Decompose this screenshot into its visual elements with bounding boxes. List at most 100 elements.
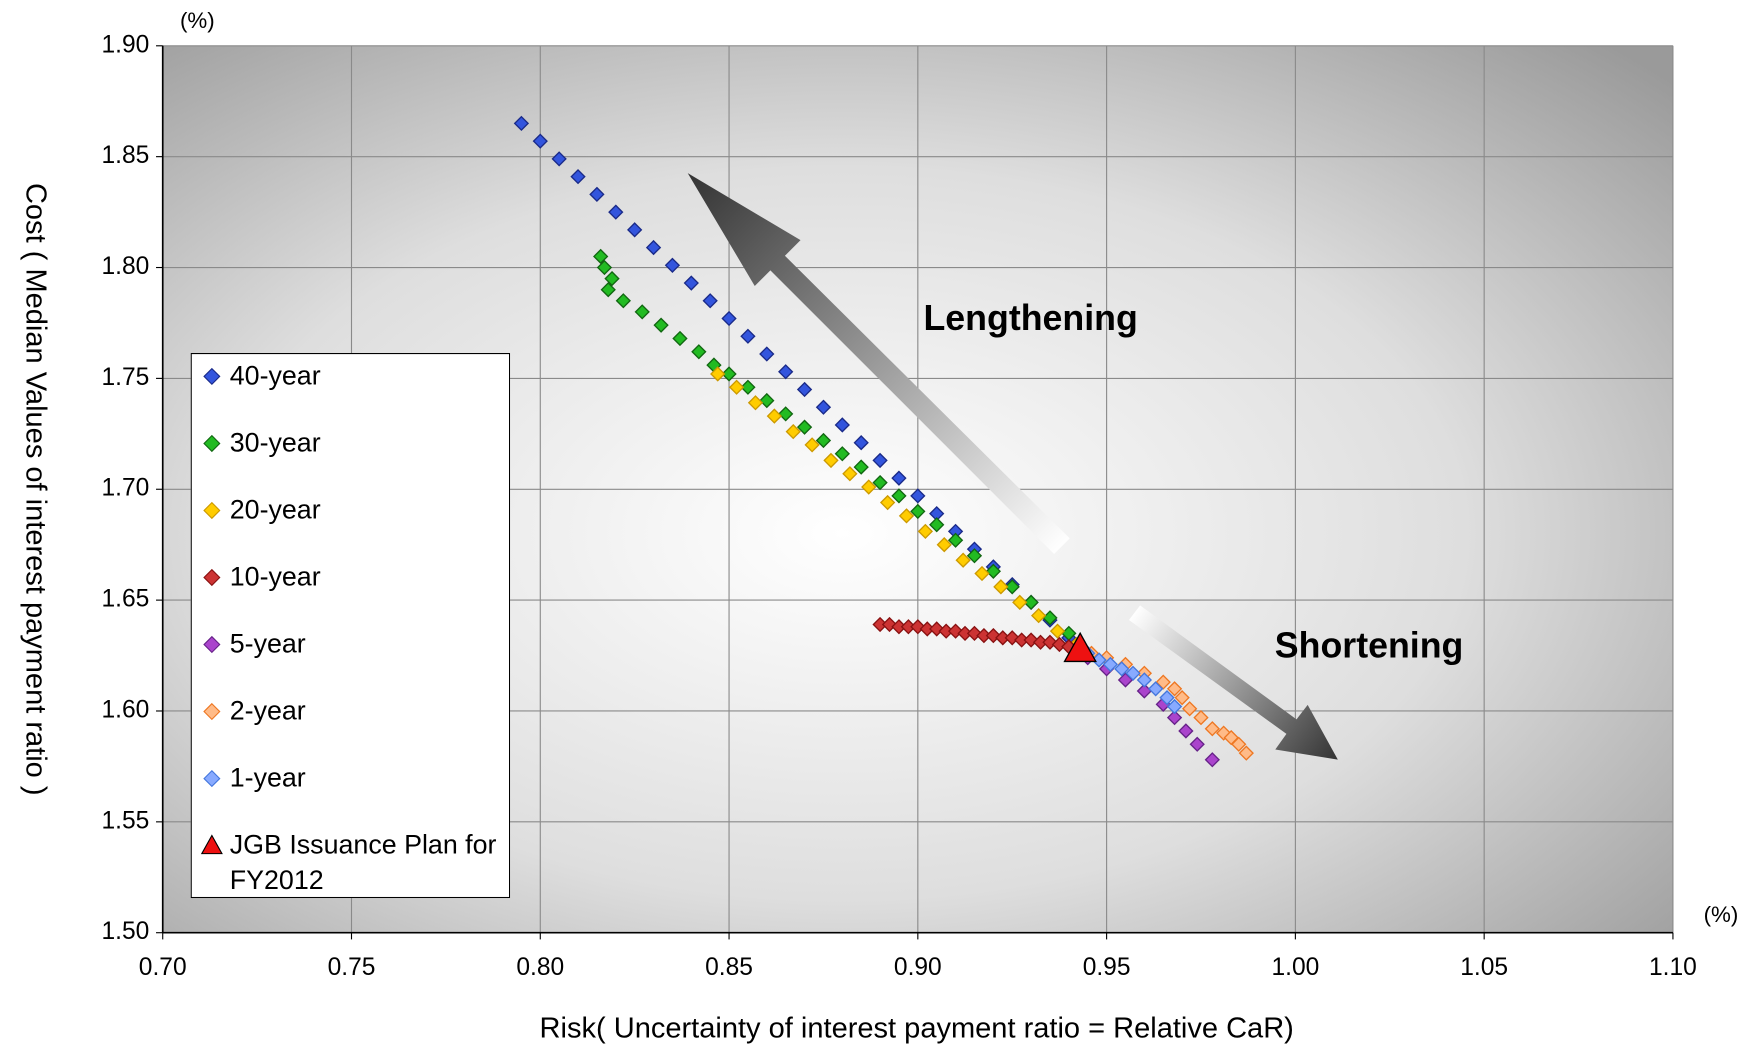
point — [740, 328, 756, 344]
lengthening-arrow — [687, 173, 1070, 555]
x-tick-label: 0.70 — [139, 954, 187, 981]
y-tick-label: 1.50 — [102, 918, 150, 945]
point — [872, 474, 888, 491]
x-tick-label: 0.90 — [894, 954, 942, 981]
point — [1125, 665, 1141, 681]
point — [785, 423, 801, 440]
legend-marker — [203, 568, 221, 587]
x-tick-label: 0.85 — [705, 954, 753, 981]
point — [664, 257, 681, 273]
point — [778, 406, 794, 422]
point — [513, 115, 530, 132]
legend-symbol — [203, 769, 221, 788]
legend-label: JGB Issuance Plan for FY2012 — [229, 829, 497, 896]
point — [634, 304, 650, 320]
point — [879, 494, 896, 511]
legend-symbol — [203, 434, 221, 453]
shortening-arrow — [1128, 605, 1338, 760]
point — [872, 452, 888, 469]
point — [604, 270, 620, 287]
point — [691, 344, 707, 360]
legend-label: 10-year — [229, 561, 321, 593]
point — [1012, 594, 1028, 610]
point — [1166, 681, 1183, 697]
point — [570, 168, 586, 185]
point — [966, 548, 983, 564]
y-tick-label: 1.85 — [102, 142, 150, 169]
point — [1204, 721, 1220, 737]
x-tick-label: 0.95 — [1083, 954, 1131, 981]
point — [589, 186, 605, 203]
point — [759, 392, 775, 409]
legend-marker — [203, 635, 221, 654]
point — [1189, 736, 1205, 752]
point — [898, 508, 915, 524]
point — [683, 275, 699, 291]
y-unit: (%) — [180, 8, 215, 33]
point — [834, 417, 850, 433]
legend-marker — [203, 702, 221, 721]
x-axis-label: Risk( Uncertainty of interest payment ra… — [540, 1013, 1294, 1045]
point — [1102, 656, 1119, 673]
point — [778, 364, 794, 380]
point — [672, 330, 688, 347]
point — [593, 248, 609, 265]
legend-symbol — [203, 635, 221, 654]
point — [1030, 607, 1047, 624]
point — [891, 488, 907, 504]
point — [551, 151, 567, 167]
legend-label: 20-year — [229, 494, 321, 525]
point — [929, 517, 945, 533]
point — [1049, 623, 1066, 639]
point — [936, 537, 952, 553]
point — [721, 366, 737, 382]
legend-marker — [203, 501, 221, 520]
point — [1159, 690, 1175, 706]
legend-label: 30-year — [229, 427, 321, 458]
point — [1178, 723, 1194, 739]
x-tick-label: 1.10 — [1649, 954, 1697, 981]
legend-marker — [203, 434, 221, 453]
legend-item: JGB Issuance Plan for FY2012 — [200, 828, 500, 896]
point — [1004, 579, 1020, 595]
legend-label: 1-year — [229, 762, 306, 794]
legend-item: 30-year — [201, 426, 500, 493]
y-tick-label: 1.55 — [102, 807, 150, 834]
legend-marker — [203, 769, 221, 788]
point — [1148, 681, 1164, 697]
legend-item: 20-year — [201, 493, 500, 560]
point — [627, 222, 643, 238]
legend-symbol — [203, 367, 221, 386]
point — [740, 379, 756, 395]
x-tick-label: 1.00 — [1271, 954, 1319, 981]
point — [747, 395, 764, 411]
point — [955, 552, 971, 568]
legend-item: 5-year — [201, 627, 500, 694]
y-tick-label: 1.75 — [102, 364, 150, 391]
legend-label: 5-year — [229, 628, 306, 660]
legend-marker — [200, 834, 223, 855]
y-tick-label: 1.65 — [102, 586, 150, 613]
point — [766, 408, 783, 424]
legend-marker — [203, 367, 221, 386]
point — [985, 563, 1001, 579]
point — [728, 379, 745, 395]
point — [702, 293, 718, 309]
point — [1238, 745, 1254, 761]
legend-box: 40-year 30-year 20-year 10-year 5-year 2-year… — [190, 352, 511, 899]
x-unit: (%) — [1704, 902, 1739, 927]
legend-symbol — [203, 568, 221, 587]
point — [1166, 709, 1183, 726]
point — [796, 419, 813, 435]
legend-symbol — [203, 501, 221, 520]
legend: 40-year 30-year 20-year 10-year 5-year 2-year… — [190, 352, 511, 899]
point — [721, 310, 737, 327]
point — [823, 452, 839, 469]
point — [861, 479, 877, 495]
legend-item: 2-year — [201, 694, 500, 761]
point — [853, 435, 869, 451]
point — [1166, 698, 1183, 715]
point — [1174, 690, 1190, 706]
y-axis-label: Cost ( Median Values of interest payment… — [20, 183, 52, 796]
